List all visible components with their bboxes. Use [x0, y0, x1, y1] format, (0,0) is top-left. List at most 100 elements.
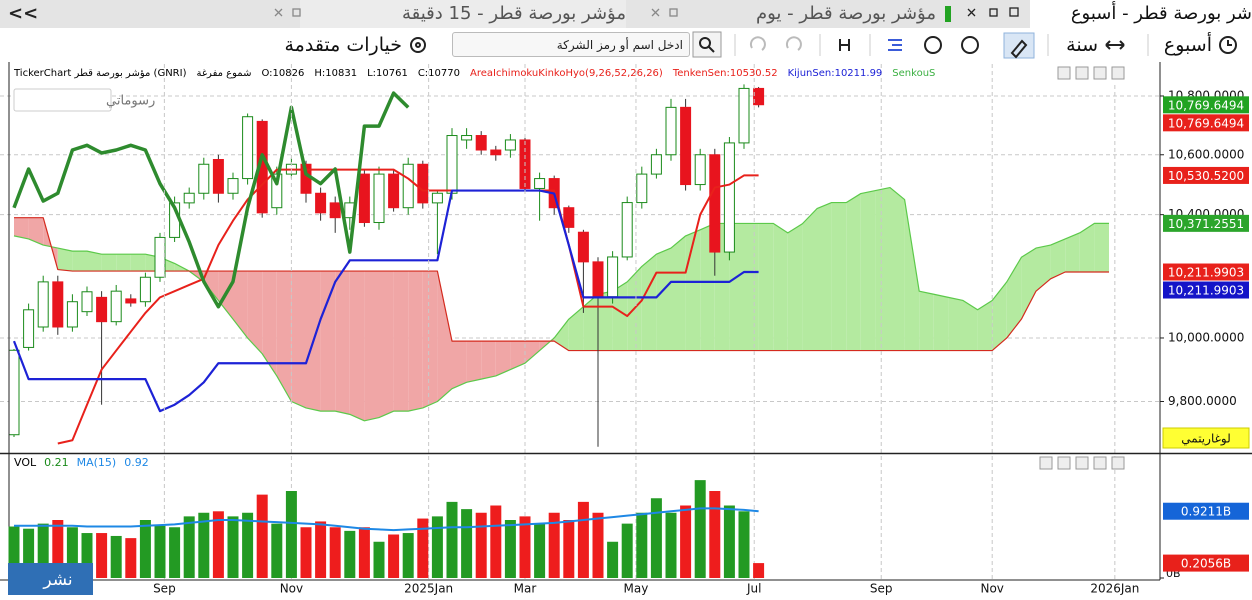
tab-bar: << مؤشر بورصة قطر - 15 دقيقة مؤشر بورصة … [0, 0, 1252, 28]
panel-control[interactable] [1039, 456, 1053, 470]
panel-control[interactable] [1093, 456, 1107, 470]
candle-body [402, 163, 414, 209]
cloud-segment [101, 254, 117, 272]
close-icon[interactable] [651, 8, 660, 17]
maximize-icon[interactable] [292, 8, 301, 17]
cloud-segment [262, 271, 277, 376]
cloud-segment [831, 202, 847, 351]
panel-control[interactable] [1093, 66, 1107, 80]
candle-body [271, 173, 283, 209]
volume-bar [592, 512, 604, 578]
volume-header: 0.21 [44, 456, 69, 469]
price-badge-label: 10,211.9903 [1168, 284, 1244, 298]
clock-icon[interactable] [1219, 36, 1237, 54]
toolbar: أسبوع سنة ادخل اسم أو رمز الشركة خيارات … [0, 28, 1252, 62]
y-tick-label: 9,800.0000 [1168, 394, 1237, 408]
volume-bar [694, 480, 706, 578]
candle-body [592, 261, 604, 298]
publish-button[interactable]: نشر [42, 570, 72, 590]
candle-body [110, 290, 122, 323]
cloud-segment [963, 300, 978, 351]
panel-control[interactable] [1111, 66, 1125, 80]
drawings-button[interactable]: رسوماتي [106, 94, 155, 109]
cloud-segment [700, 223, 715, 351]
close-icon[interactable] [967, 8, 976, 17]
panel-control[interactable] [1075, 66, 1089, 80]
cloud-segment [860, 190, 876, 351]
maximize-icon[interactable] [989, 8, 998, 17]
cloud-segment [729, 223, 744, 351]
cloud-segment [452, 341, 467, 389]
volume-bar [577, 501, 589, 578]
candle-body [96, 296, 108, 323]
lines-icon[interactable] [888, 39, 902, 51]
cloud-segment [87, 251, 102, 272]
panel-control[interactable] [1057, 66, 1071, 80]
info-text: TenkenSen:10530.52 [672, 68, 778, 79]
volume-bar [242, 512, 254, 578]
candle-body [227, 178, 239, 194]
panel-control[interactable] [1075, 456, 1089, 470]
log-button[interactable]: لوغاريتمي [1181, 432, 1230, 447]
cloud-segment [685, 229, 701, 351]
drawings-button-frame[interactable] [13, 88, 112, 112]
volume-bar [373, 541, 385, 578]
indicator-icon[interactable] [961, 36, 979, 54]
price-badge [1163, 214, 1249, 232]
tab[interactable]: مؤشر بورصة قطر - يوم [755, 3, 936, 24]
volume-bar [212, 511, 224, 578]
candle-body [475, 135, 487, 151]
maximize-icon[interactable] [669, 8, 678, 17]
cloud-segment [598, 291, 613, 351]
cloud-segment [568, 306, 584, 351]
candle-body [66, 301, 78, 328]
gear-icon[interactable] [410, 37, 426, 53]
tab-active[interactable]: شر بورصة قطر - أسبوع [1030, 0, 1252, 28]
candle-body [183, 192, 195, 204]
cloud-segment [656, 248, 671, 351]
volume-bar [256, 494, 268, 578]
panel-control[interactable] [1057, 456, 1071, 470]
search-button[interactable] [692, 31, 722, 58]
search-input[interactable]: ادخل اسم أو رمز الشركة [452, 32, 690, 57]
cloud-segment [1050, 238, 1066, 279]
collapse-button[interactable]: << [8, 3, 39, 24]
candle-body [358, 173, 370, 224]
candle-body [431, 192, 443, 204]
panel-control[interactable] [1111, 456, 1125, 470]
cloud-segment [612, 281, 628, 351]
cloud-segment [130, 254, 146, 272]
advanced-options[interactable]: خيارات متقدمة [284, 34, 402, 56]
undo-icon[interactable] [749, 36, 766, 51]
cloud-segment [773, 223, 788, 351]
tab[interactable]: مؤشر بورصة قطر - 15 دقيقة [300, 0, 626, 28]
x-tick-label: Sep [153, 582, 176, 596]
period-button[interactable]: أسبوع [1163, 34, 1212, 56]
log-button-frame[interactable] [1162, 427, 1250, 449]
volume-bar [534, 523, 546, 578]
cloud-segment [641, 254, 657, 351]
cloud-segment [466, 341, 482, 383]
cloud-segment [320, 271, 336, 412]
volume-bar [388, 534, 400, 578]
publish-button-frame[interactable] [8, 563, 93, 595]
tab-icons [274, 6, 1019, 22]
candle-body [709, 154, 721, 253]
alert-icon[interactable] [924, 36, 942, 54]
cloud-segment [846, 193, 861, 351]
volume-bar [329, 527, 341, 578]
redo-icon[interactable] [785, 36, 802, 51]
popout-icon[interactable] [1009, 7, 1019, 17]
price-panel [0, 84, 1160, 447]
close-icon[interactable] [274, 8, 283, 17]
x-tick-label: Mar [514, 582, 537, 596]
binoculars-icon[interactable] [839, 39, 850, 51]
range-icon[interactable] [1105, 40, 1125, 50]
range-button[interactable]: سنة [1066, 34, 1098, 56]
y-tick-label: 10,000.0000 [1168, 330, 1244, 344]
cloud-segment [510, 341, 525, 370]
cloud-segment [393, 271, 409, 412]
candle-body [577, 231, 589, 263]
kijun-line [12, 189, 759, 413]
